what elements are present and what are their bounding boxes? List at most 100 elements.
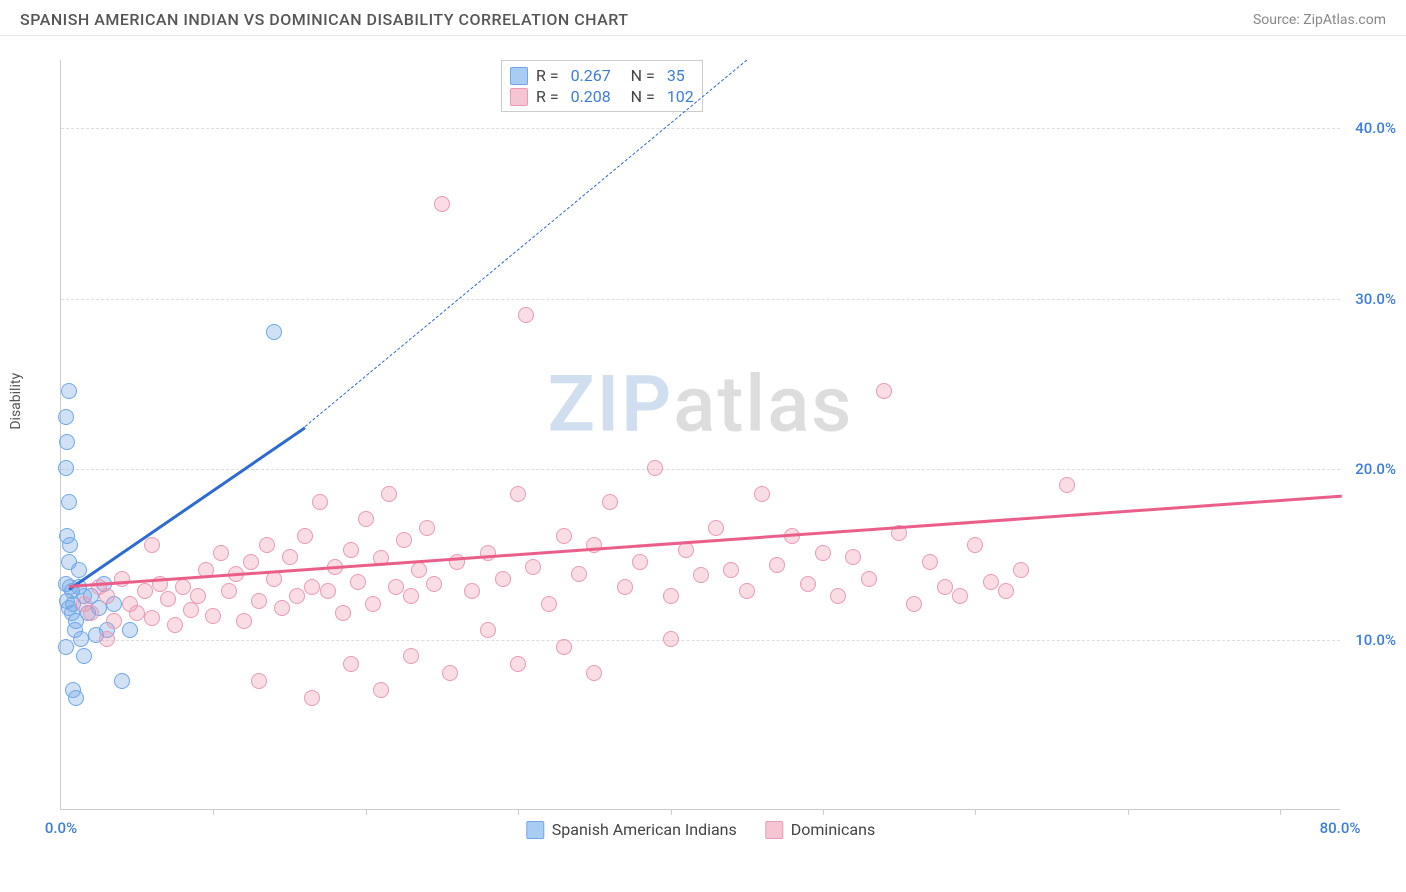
data-point [480, 545, 496, 561]
data-point [205, 608, 221, 624]
trend-line [68, 427, 306, 591]
grid-line [61, 640, 1340, 641]
y-tick-label: 40.0% [1346, 119, 1396, 137]
data-point [647, 460, 663, 476]
x-tick-mark [518, 809, 519, 815]
grid-line [61, 299, 1340, 300]
data-point [518, 307, 534, 323]
data-point [373, 682, 389, 698]
data-point [304, 690, 320, 706]
data-point [83, 605, 99, 621]
data-point [335, 605, 351, 621]
data-point [343, 542, 359, 558]
data-point [510, 656, 526, 672]
watermark-atlas: atlas [673, 359, 853, 450]
data-point [144, 537, 160, 553]
data-point [61, 494, 77, 510]
data-point [243, 554, 259, 570]
data-point [952, 588, 968, 604]
chart-header: SPANISH AMERICAN INDIAN VS DOMINICAN DIS… [0, 0, 1406, 36]
r-value-series1: 0.267 [571, 66, 611, 85]
data-point [183, 602, 199, 618]
data-point [556, 639, 572, 655]
data-point [602, 494, 618, 510]
data-point [61, 383, 77, 399]
watermark-zip: ZIP [548, 359, 674, 450]
data-point [137, 583, 153, 599]
data-point [58, 409, 74, 425]
n-value-series1: 35 [667, 66, 685, 85]
data-point [845, 549, 861, 565]
data-point [876, 383, 892, 399]
data-point [403, 648, 419, 664]
data-point [800, 576, 816, 592]
data-point [251, 673, 267, 689]
data-point [266, 324, 282, 340]
data-point [556, 528, 572, 544]
watermark: ZIPatlas [548, 359, 854, 450]
data-point [678, 542, 694, 558]
data-point [967, 537, 983, 553]
data-point [663, 588, 679, 604]
data-point [571, 566, 587, 582]
data-point [937, 579, 953, 595]
data-point [922, 554, 938, 570]
x-axis-min-label: 0.0% [45, 819, 77, 837]
data-point [114, 673, 130, 689]
data-point [495, 571, 511, 587]
source-label: Source: [1253, 12, 1300, 28]
data-point [304, 579, 320, 595]
data-point [434, 196, 450, 212]
trend-line [304, 60, 747, 427]
data-point [58, 639, 74, 655]
data-point [167, 617, 183, 633]
chart-container: Disability ZIPatlas R = 0.267 N = 35 R =… [20, 50, 1386, 850]
data-point [114, 571, 130, 587]
data-point [411, 562, 427, 578]
data-point [830, 588, 846, 604]
data-point [663, 631, 679, 647]
stats-row-series2: R = 0.208 N = 102 [510, 86, 694, 107]
data-point [403, 588, 419, 604]
data-point [388, 579, 404, 595]
legend-item-series1: Spanish American Indians [526, 820, 737, 839]
data-point [259, 537, 275, 553]
data-point [221, 583, 237, 599]
data-point [99, 631, 115, 647]
r-value-series2: 0.208 [571, 87, 611, 106]
data-point [59, 434, 75, 450]
data-point [73, 631, 89, 647]
source-attribution: Source: ZipAtlas.com [1253, 12, 1386, 28]
x-tick-mark [1280, 809, 1281, 815]
data-point [998, 583, 1014, 599]
data-point [76, 648, 92, 664]
data-point [122, 622, 138, 638]
data-point [442, 665, 458, 681]
swatch-series1 [510, 67, 528, 85]
data-point [358, 511, 374, 527]
swatch-series2 [510, 88, 528, 106]
data-point [236, 613, 252, 629]
x-tick-mark [1128, 809, 1129, 815]
data-point [58, 460, 74, 476]
y-tick-label: 20.0% [1346, 460, 1396, 478]
data-point [693, 567, 709, 583]
data-point [282, 549, 298, 565]
stats-legend-box: R = 0.267 N = 35 R = 0.208 N = 102 [501, 60, 703, 112]
data-point [381, 486, 397, 502]
data-point [510, 486, 526, 502]
data-point [723, 562, 739, 578]
data-point [312, 494, 328, 510]
data-point [213, 545, 229, 561]
data-point [617, 579, 633, 595]
legend-label-series1: Spanish American Indians [552, 820, 737, 839]
y-tick-label: 10.0% [1346, 631, 1396, 649]
data-point [861, 571, 877, 587]
data-point [106, 613, 122, 629]
legend-swatch-series2 [765, 821, 783, 839]
data-point [129, 605, 145, 621]
y-axis-label: Disability [8, 373, 24, 430]
data-point [525, 559, 541, 575]
grid-line [61, 469, 1340, 470]
x-tick-mark [366, 809, 367, 815]
